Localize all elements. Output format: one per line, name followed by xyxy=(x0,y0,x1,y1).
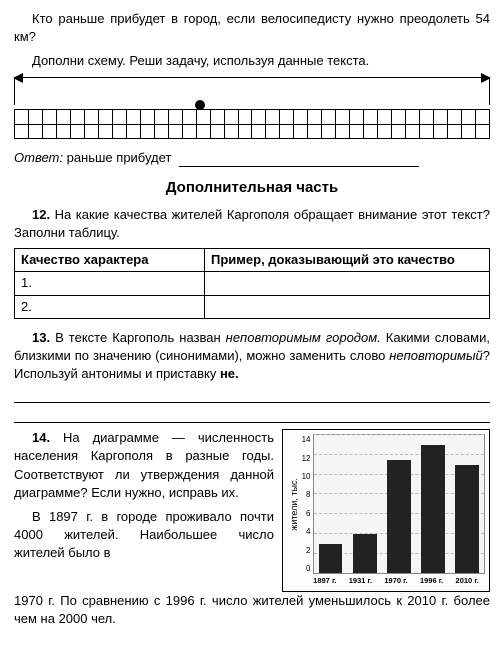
answer-text: раньше прибудет xyxy=(67,150,172,165)
task14-p2: В 1897 г. в городе проживало почти 4000 … xyxy=(14,508,274,563)
intro-line2: Дополни схему. Реши задачу, используя да… xyxy=(14,52,490,70)
answer-grid xyxy=(14,109,490,139)
task13-it2: неповторимый xyxy=(389,348,483,363)
scheme-arrows xyxy=(14,77,490,105)
table-cell[interactable]: 2. xyxy=(15,295,205,318)
task12-para: 12. На какие качества жителей Каргополя … xyxy=(14,206,490,242)
blank-line[interactable] xyxy=(14,409,490,423)
table-row: 2. xyxy=(15,295,490,318)
chart-bar xyxy=(455,465,479,573)
answer-label: Ответ: xyxy=(14,150,63,165)
chart-plot xyxy=(313,434,486,574)
arrow-left-end xyxy=(13,73,23,83)
answer-line: Ответ: раньше прибудет xyxy=(14,149,490,167)
task12-text: На какие качества жителей Каргополя обра… xyxy=(14,207,490,240)
table-header-2: Пример, доказывающий это качество xyxy=(205,249,490,272)
chart-bar xyxy=(421,445,445,573)
blank-line[interactable] xyxy=(14,389,490,403)
table-cell[interactable]: 1. xyxy=(15,272,205,295)
answer-blank[interactable] xyxy=(179,166,419,167)
chart-ylabel: жители, тыс. xyxy=(287,478,302,531)
task13-bold: не. xyxy=(220,366,239,381)
task14-p1: 14. На диаграмме — численность населения… xyxy=(14,429,274,502)
population-chart: жители, тыс. 14121086420 1897 г.1931 г.1… xyxy=(282,429,490,592)
table-cell[interactable] xyxy=(205,272,490,295)
chart-bar xyxy=(387,460,411,573)
table-cell[interactable] xyxy=(205,295,490,318)
task13-it1: неповторимым городом. xyxy=(226,330,381,345)
task12-table: Качество характера Пример, доказывающий … xyxy=(14,248,490,319)
task13-para: 13. В тексте Каргополь назван неповторим… xyxy=(14,329,490,384)
task12-num: 12. xyxy=(32,207,50,222)
chart-bar xyxy=(319,544,343,574)
section-heading: Дополнительная часть xyxy=(14,177,490,198)
intro-line1: Кто раньше прибудет в город, если велоси… xyxy=(14,10,490,46)
task14-text1: На диаграмме — численность населения Кар… xyxy=(14,430,274,500)
task13-t1: В тексте Каргополь назван xyxy=(55,330,226,345)
chart-xticks: 1897 г.1931 г.1970 г.1996 г.2010 г. xyxy=(307,576,485,587)
task14-p3: 1970 г. По сравнению с 1996 г. число жит… xyxy=(14,592,490,628)
task13-num: 13. xyxy=(32,330,50,345)
chart-yticks: 14121086420 xyxy=(302,434,313,574)
chart-bar xyxy=(353,534,377,573)
table-header-1: Качество характера xyxy=(15,249,205,272)
arrow-right-end xyxy=(481,73,491,83)
table-row: 1. xyxy=(15,272,490,295)
task14-num: 14. xyxy=(32,430,50,445)
